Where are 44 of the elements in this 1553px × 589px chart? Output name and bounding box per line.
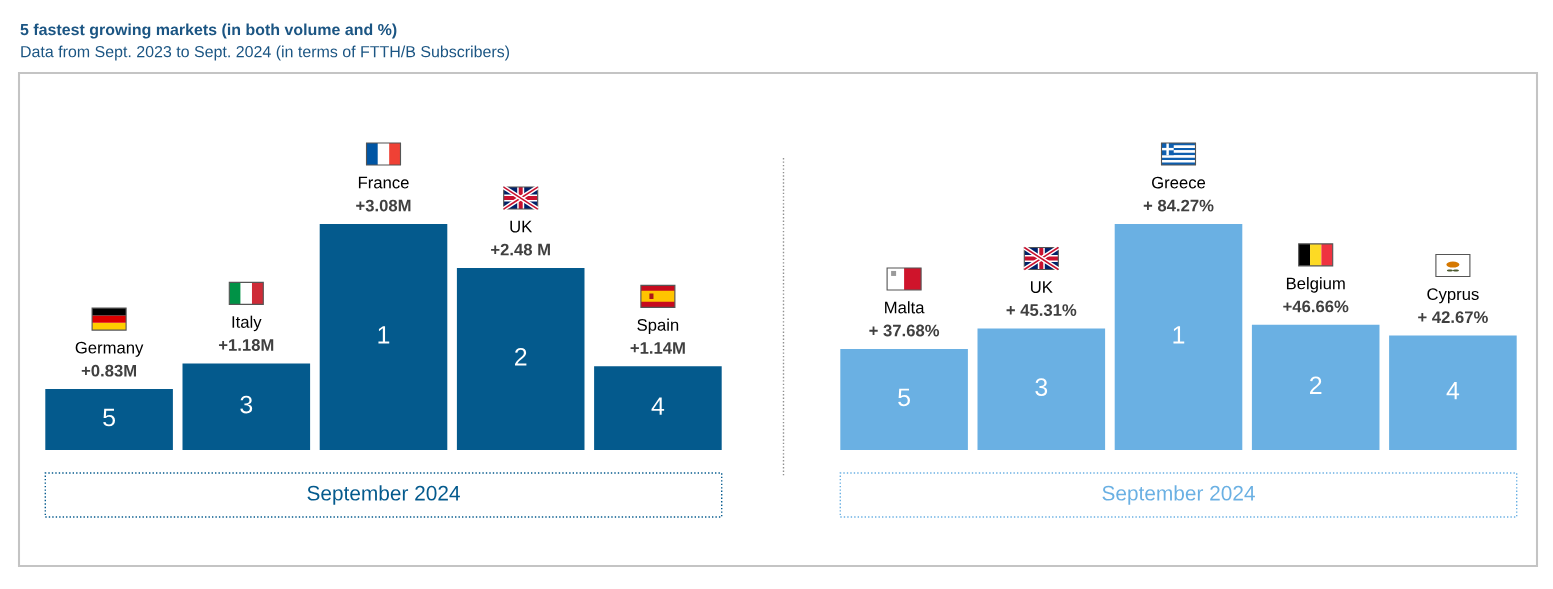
- data-label: + 84.27%: [1143, 199, 1214, 212]
- bar: [977, 328, 1106, 450]
- annotation: 4: [1446, 382, 1460, 400]
- x-tick-label: Italy: [232, 315, 262, 332]
- bar: [594, 366, 722, 450]
- data-label: +46.66%: [1283, 300, 1349, 313]
- data-label: +3.08M: [356, 199, 411, 212]
- annotation: 3: [1035, 378, 1048, 396]
- data-label: + 42.67%: [1418, 311, 1488, 324]
- data-label: + 45.31%: [1006, 304, 1077, 316]
- x-tick-label: Spain: [637, 318, 679, 335]
- x-tick-label: France: [358, 176, 409, 189]
- bar: [319, 224, 448, 450]
- x-tick-label: Belgium: [1286, 277, 1345, 293]
- x-tick-label: UK: [1031, 281, 1053, 293]
- data-label: +1.14M: [630, 342, 685, 354]
- bar: [1251, 324, 1380, 450]
- data-label: +2.48 M: [491, 243, 550, 256]
- annotation: 1: [378, 326, 390, 344]
- annotation: 2: [515, 348, 527, 366]
- bar: [45, 389, 173, 450]
- x-tick-label: Germany: [75, 341, 144, 357]
- x-axis-title: September 2024: [307, 485, 460, 505]
- bar: [456, 268, 585, 450]
- annotation: 1: [1173, 326, 1185, 344]
- x-tick-label: Greece: [1152, 176, 1206, 189]
- chart-title: 5 fastest growing markets (in both volume and %): [20, 23, 397, 39]
- bar: [1389, 335, 1517, 450]
- bar: [182, 363, 311, 450]
- x-tick-label: Malta: [885, 301, 925, 314]
- annotation: 2: [1310, 376, 1322, 394]
- x-axis-title: September 2024: [1102, 485, 1255, 505]
- annotation: 4: [651, 397, 665, 415]
- chart-subtitle: Data from Sept. 2023 to Sept. 2024 (in terms of FTTH/B Subscribers): [21, 45, 510, 61]
- annotation: 3: [240, 395, 253, 414]
- bar: [1114, 224, 1243, 450]
- bar: [840, 348, 968, 450]
- data-label: +1.18M: [218, 339, 274, 351]
- annotation: 5: [898, 388, 910, 407]
- annotation: 5: [103, 408, 115, 427]
- x-tick-label: Cyprus: [1427, 288, 1479, 304]
- data-label: + 37.68%: [869, 324, 940, 337]
- x-tick-label: UK: [510, 220, 533, 233]
- data-label: +0.83M: [81, 364, 137, 377]
